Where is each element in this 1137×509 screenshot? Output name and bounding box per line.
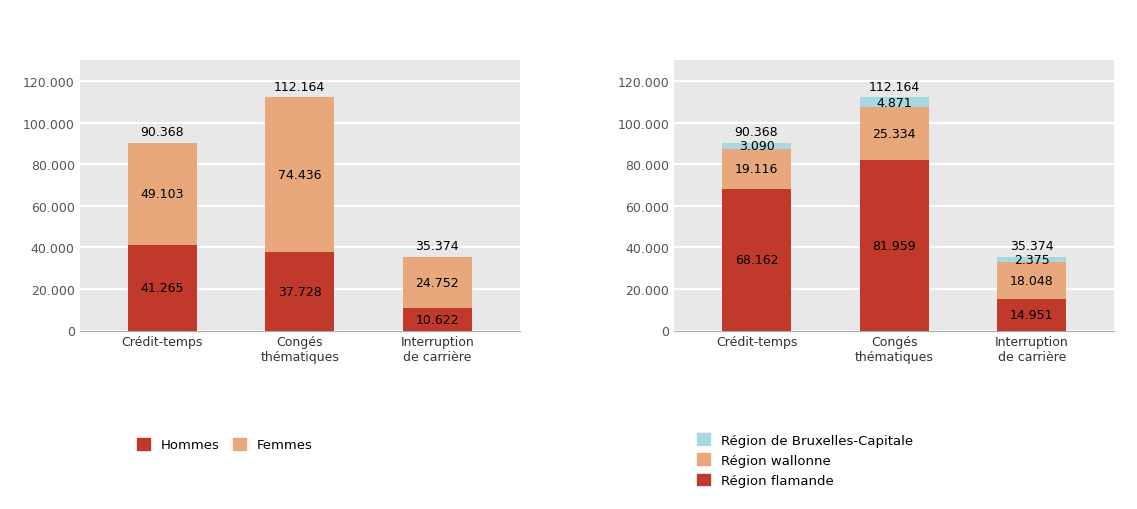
- Bar: [402, 258, 472, 309]
- Text: 112.164: 112.164: [274, 80, 325, 94]
- Text: 112.164: 112.164: [869, 80, 920, 94]
- Text: 81.959: 81.959: [872, 239, 916, 252]
- Bar: [265, 252, 334, 331]
- Bar: [722, 189, 791, 331]
- Bar: [402, 309, 472, 331]
- Legend: Région de Bruxelles-Capitale, Région wallonne, Région flamande: Région de Bruxelles-Capitale, Région wal…: [692, 429, 919, 492]
- Bar: [127, 245, 197, 331]
- Text: 4.871: 4.871: [877, 97, 912, 109]
- Bar: [860, 108, 929, 161]
- Text: 41.265: 41.265: [140, 281, 184, 295]
- Text: 49.103: 49.103: [140, 188, 184, 201]
- Text: 2.375: 2.375: [1014, 253, 1049, 266]
- Text: 68.162: 68.162: [735, 253, 779, 267]
- Text: 3.090: 3.090: [739, 140, 774, 153]
- Text: 90.368: 90.368: [735, 126, 779, 139]
- Text: 74.436: 74.436: [277, 169, 322, 182]
- Text: 18.048: 18.048: [1010, 275, 1054, 288]
- Text: 37.728: 37.728: [277, 285, 322, 298]
- Text: 24.752: 24.752: [415, 276, 459, 290]
- Bar: [997, 258, 1067, 262]
- Bar: [722, 150, 791, 189]
- Bar: [127, 144, 197, 245]
- Bar: [860, 98, 929, 108]
- Bar: [722, 144, 791, 150]
- Text: 35.374: 35.374: [415, 240, 459, 253]
- Text: 14.951: 14.951: [1010, 309, 1054, 322]
- Text: 25.334: 25.334: [872, 128, 916, 141]
- Text: 90.368: 90.368: [140, 126, 184, 139]
- Bar: [997, 262, 1067, 300]
- Legend: Hommes, Femmes: Hommes, Femmes: [132, 433, 317, 457]
- Text: 19.116: 19.116: [735, 163, 778, 176]
- Text: 10.622: 10.622: [415, 314, 459, 326]
- Bar: [265, 98, 334, 252]
- Bar: [997, 300, 1067, 331]
- Text: 35.374: 35.374: [1010, 240, 1054, 253]
- Bar: [860, 161, 929, 331]
